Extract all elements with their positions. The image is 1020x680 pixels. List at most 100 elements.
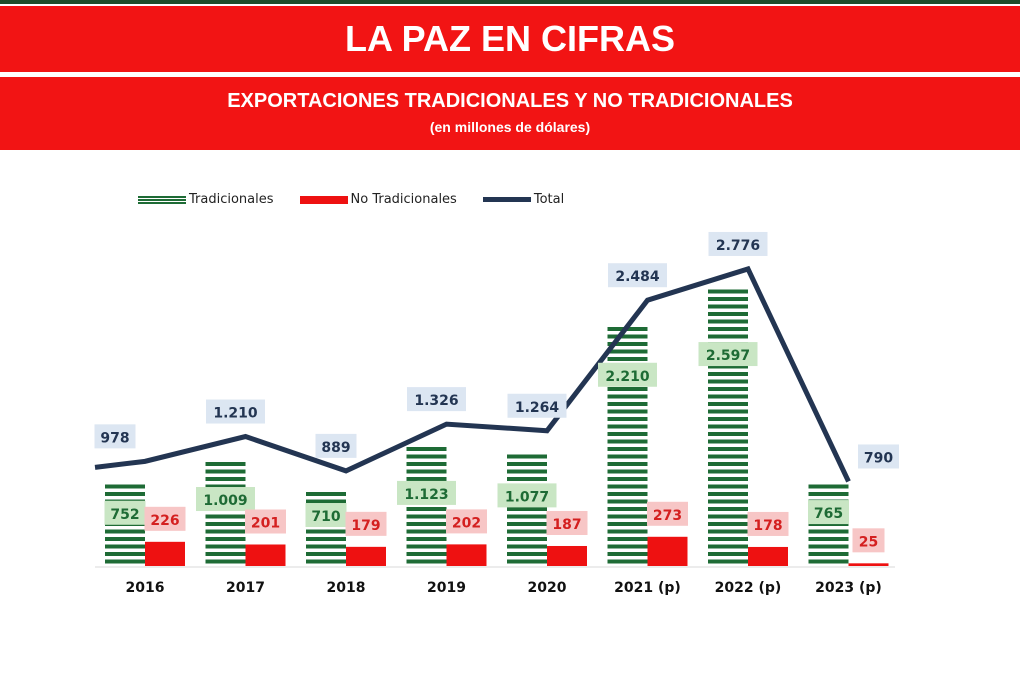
bar-stripe [105,537,145,541]
bar-stripe [708,454,748,459]
bar-stripe [507,469,547,474]
bar-stripe [607,387,648,391]
bar-stripe [607,424,648,429]
bar-stripe [507,477,547,481]
bar-stripe [607,357,648,361]
bar-stripe [607,537,648,541]
data-label-total-bg [708,231,768,256]
bar-stripe [808,537,849,541]
bar-stripe [205,552,246,556]
bar-stripe [306,559,346,564]
bar-stripe [708,304,748,309]
bar-stripe [607,439,648,444]
bar-stripe [205,559,246,564]
legend-label: Total [533,192,565,207]
bar-stripe [607,552,648,556]
bar-stripe [607,559,648,564]
bar-stripe [406,552,447,556]
data-label-total-bg [206,399,265,424]
bar-stripe [708,544,748,549]
bar-stripe [105,552,145,556]
data-label-tradicionales-bg [698,342,758,367]
data-label-total: 889 [321,440,350,456]
bar-stripe [708,529,748,534]
bar-tradicionales [306,492,346,564]
data-label-no-tradicionales-bg [546,510,588,535]
bar-stripe [406,559,447,564]
bar-stripe [808,484,849,489]
chart-title: EXPORTACIONES TRADICIONALES Y NO TRADICI… [227,90,793,112]
bar-stripe [607,454,648,459]
bar-stripe [708,469,748,474]
x-tick-label: 2020 [528,580,567,596]
bar-stripe [708,484,748,489]
x-tick-label: 2021 (p) [614,580,681,596]
data-label-total: 2.776 [716,238,760,254]
bar-stripe [708,364,748,369]
bar-stripe [607,529,648,534]
bar-stripe [205,484,246,489]
legend-item-tradicionales: Tradicionales [138,192,274,207]
bar-stripe [306,529,346,534]
data-label-tradicionales-bg [598,362,657,387]
bar-stripe [507,552,547,556]
bar-stripe [708,462,748,466]
x-tick-label: 2023 (p) [815,580,882,596]
bar-stripe [708,439,748,444]
bar-stripe [406,507,447,511]
bar-stripe [607,402,648,406]
bar-stripe [507,529,547,534]
bar-stripe [105,559,145,564]
bar-stripe [808,552,849,556]
data-label-tradicionales: 765 [814,506,843,522]
chart-subtitle: (en millones de dólares) [429,119,591,135]
bar-stripe [708,507,748,511]
bar-stripe [808,544,849,549]
legend-label: Tradicionales [189,192,274,207]
data-label-tradicionales: 2.597 [706,348,750,364]
data-label-tradicionales: 1.009 [203,493,247,509]
bar-stripe [205,522,246,526]
top-border [0,0,1020,4]
bar-stripe [406,454,447,459]
data-label-tradicionales: 710 [311,509,340,525]
data-label-tradicionales: 2.210 [605,369,650,385]
data-label-no-tradicionales-bg [446,509,487,534]
data-label-no-tradicionales: 187 [552,517,581,533]
data-label-total-bg [94,424,136,449]
data-label-no-tradicionales-bg [647,501,688,526]
data-label-no-tradicionales-bg [747,511,789,536]
data-label-tradicionales-bg [104,500,146,525]
data-label-no-tradicionales-bg [345,511,387,536]
bar-stripe [708,432,748,436]
bar-stripe [306,544,346,549]
x-tick-label: 2017 [226,580,265,596]
bar-stripe [607,394,648,399]
bar-stripe [507,522,547,526]
data-label-no-tradicionales: 179 [351,518,380,534]
bar-stripe [708,387,748,391]
data-label-no-tradicionales: 202 [452,515,481,531]
data-label-total: 790 [864,450,893,466]
bar-no-tradicionales [346,546,386,566]
bar-stripe [105,529,145,534]
bar-stripe [607,349,648,354]
page-title: LA PAZ EN CIFRAS [0,6,1020,72]
data-label-total: 1.326 [414,393,458,409]
legend: Tradicionales No Tradicionales Total [138,192,564,207]
bar-stripe [406,514,447,519]
legend-item-no-tradicionales: No Tradicionales [299,192,457,207]
bar-stripe [607,514,648,519]
bar-tradicionales [708,289,748,564]
x-tick-label: 2019 [427,580,466,596]
data-label-tradicionales-bg [305,503,347,528]
data-label-total-bg [507,393,567,418]
bar-stripe [507,454,547,459]
bar-stripe [507,537,547,541]
data-label-total: 1.210 [213,406,258,422]
bar-no-tradicionales [748,546,788,566]
bar-no-tradicionales [848,563,889,566]
data-label-no-tradicionales-bg [144,506,186,531]
bar-stripe [507,544,547,549]
